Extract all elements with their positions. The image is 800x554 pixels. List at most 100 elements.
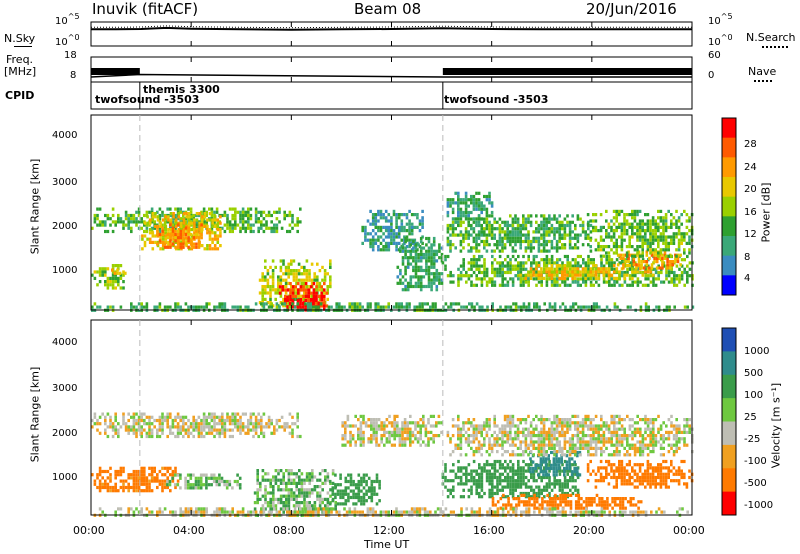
- power-cell: [623, 258, 627, 262]
- velocity-cell: [313, 488, 317, 492]
- power-cell: [300, 294, 303, 298]
- power-cell: [153, 305, 156, 309]
- velocity-cell: [475, 482, 478, 486]
- velocity-cell: [558, 482, 562, 486]
- power-cell: [459, 207, 463, 211]
- power-cell: [164, 224, 168, 228]
- power-cell: [291, 226, 294, 230]
- velocity-cell: [419, 443, 422, 447]
- power-cell: [200, 215, 204, 219]
- velocity-cell: [457, 475, 460, 480]
- velocity-cell: [396, 427, 399, 431]
- power-cell: [140, 217, 143, 221]
- power-cell: [561, 220, 564, 224]
- power-cell: [305, 278, 309, 282]
- power-cell: [167, 244, 170, 248]
- power-cell: [185, 212, 188, 216]
- power-cell: [166, 236, 170, 240]
- power-cell: [558, 258, 562, 262]
- power-cell: [459, 233, 463, 237]
- velocity-cell: [117, 428, 120, 432]
- velocity-cell: [218, 431, 221, 435]
- velocity-cell: [96, 428, 99, 432]
- velocity-cell: [352, 492, 355, 496]
- velocity-cell: [104, 415, 107, 419]
- power-cell: [631, 274, 634, 278]
- power-cell: [249, 223, 253, 227]
- power-cell: [410, 229, 414, 233]
- velocity-cell: [359, 427, 363, 431]
- velocity-cell: [148, 415, 151, 419]
- power-cell: [646, 241, 650, 245]
- velocity-cell: [176, 425, 180, 429]
- power-cell: [658, 266, 662, 270]
- power-cell: [688, 261, 692, 265]
- velocity-cell: [228, 422, 232, 426]
- power-cell: [169, 221, 173, 225]
- power-cell: [382, 213, 385, 217]
- velocity-cbar-tick-neg1000: -1000: [744, 500, 774, 511]
- velocity-cell: [226, 428, 229, 432]
- power-cell: [397, 229, 401, 233]
- power-cell: [498, 261, 502, 265]
- velocity-cbar-tick-neg500: -500: [744, 478, 767, 489]
- power-cell: [366, 305, 370, 309]
- power-cell: [91, 273, 94, 277]
- power-cell: [444, 302, 448, 306]
- power-cell: [535, 230, 538, 234]
- power-cell: [444, 258, 447, 262]
- velocity-cell: [377, 427, 381, 431]
- power-cell: [208, 231, 212, 235]
- velocity-cell: [205, 431, 208, 435]
- power-cell: [480, 254, 484, 259]
- power-cell: [597, 270, 600, 274]
- power-cell: [299, 305, 302, 309]
- power-cell: [633, 216, 637, 220]
- power-cell: [130, 217, 133, 221]
- power-cell: [254, 210, 258, 214]
- velocity-cell: [140, 434, 143, 439]
- power-cell: [618, 273, 621, 277]
- power-cell: [109, 305, 112, 309]
- velocity-cell: [199, 483, 203, 487]
- power-cell: [400, 219, 404, 223]
- power-cell: [247, 305, 250, 309]
- velocity-cell: [122, 469, 125, 474]
- power-cell: [416, 248, 419, 252]
- power-cell: [576, 214, 580, 218]
- power-cell: [522, 223, 525, 228]
- velocity-cell: [532, 491, 536, 496]
- velocity-cell: [277, 478, 280, 482]
- power-cell: [545, 239, 548, 244]
- velocity-cell: [532, 488, 536, 492]
- power-cell: [488, 243, 491, 247]
- power-cell: [208, 237, 212, 241]
- velocity-cell: [517, 466, 520, 470]
- velocity-cell: [93, 415, 97, 419]
- velocity-cell: [279, 478, 283, 482]
- power-cell: [586, 222, 590, 226]
- power-cell: [621, 261, 624, 265]
- power-cell: [646, 229, 650, 233]
- velocity-cell: [429, 430, 433, 434]
- velocity-cell: [498, 463, 502, 467]
- velocity-cell: [218, 473, 221, 477]
- velocity-cell: [375, 427, 378, 431]
- power-cell: [545, 220, 548, 224]
- power-cell: [323, 301, 326, 305]
- velocity-cell: [135, 412, 138, 416]
- power-cell: [457, 274, 460, 278]
- power-cell: [674, 260, 677, 264]
- power-cell: [537, 261, 541, 265]
- power-cell: [412, 268, 415, 273]
- power-cell: [514, 274, 517, 278]
- velocity-cell: [454, 475, 458, 480]
- freq-left-top-tick: 18: [64, 50, 77, 61]
- velocity-cell: [552, 463, 556, 467]
- velocity-cell: [504, 475, 507, 480]
- velocity-cell: [298, 475, 301, 479]
- velocity-cell: [287, 475, 291, 479]
- power-cell: [581, 273, 585, 277]
- power-cell: [581, 270, 585, 274]
- power-cell: [202, 207, 206, 211]
